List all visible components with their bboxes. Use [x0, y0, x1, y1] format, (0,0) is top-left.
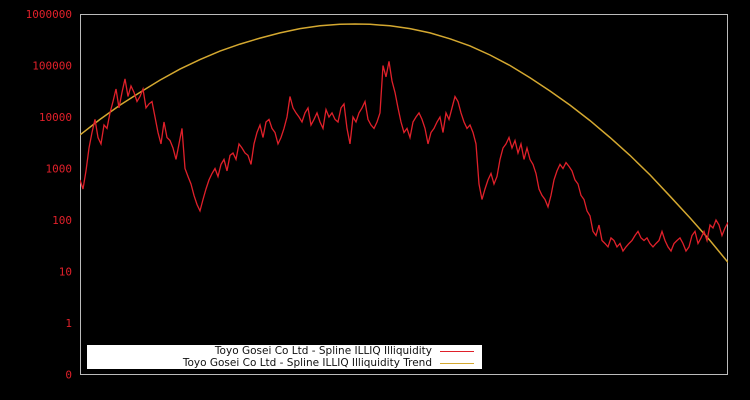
legend-swatch-gold	[440, 362, 474, 364]
y-tick-label: 0	[65, 369, 72, 382]
y-tick-label: 1000000	[26, 8, 72, 21]
plot-area-frame	[80, 14, 728, 375]
legend-item-illiquidity: Toyo Gosei Co Ltd - Spline ILLIQ Illiqui…	[215, 345, 474, 357]
legend-label: Toyo Gosei Co Ltd - Spline ILLIQ Illiqui…	[214, 345, 432, 357]
legend-label: Toyo Gosei Co Ltd - Spline ILLIQ Illiqui…	[182, 357, 432, 369]
legend-swatch-red	[440, 350, 474, 352]
y-tick-label: 100000	[32, 60, 72, 73]
y-tick-label: 100	[52, 214, 72, 227]
y-tick-label: 10	[59, 266, 72, 279]
legend-item-trend: Toyo Gosei Co Ltd - Spline ILLIQ Illiqui…	[183, 357, 474, 369]
y-tick-label: 1	[65, 317, 72, 330]
illiquidity-series-line	[80, 61, 728, 253]
trend-series-line	[80, 23, 728, 263]
y-tick-label: 10000	[39, 111, 72, 124]
y-tick-label: 1000	[46, 163, 73, 176]
chart-legend: Toyo Gosei Co Ltd - Spline ILLIQ Illiqui…	[87, 345, 482, 369]
